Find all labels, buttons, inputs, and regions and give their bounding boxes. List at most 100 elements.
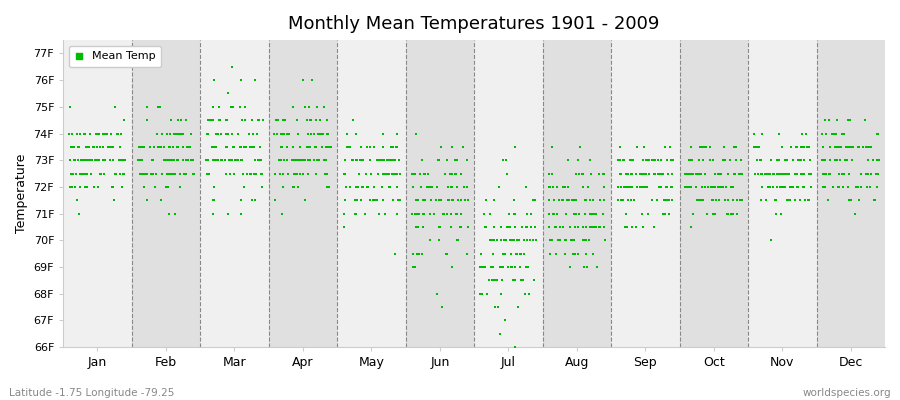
Bar — [406, 40, 474, 347]
Point — [184, 157, 199, 163]
Point — [377, 157, 392, 163]
Point — [754, 170, 769, 177]
Point — [491, 277, 505, 284]
Point — [654, 184, 669, 190]
Point — [700, 210, 715, 217]
Point — [200, 130, 214, 137]
Point — [508, 210, 522, 217]
Point — [556, 184, 571, 190]
Point — [476, 264, 491, 270]
Point — [158, 144, 172, 150]
Point — [101, 144, 115, 150]
Point — [472, 290, 487, 297]
Point — [794, 144, 808, 150]
Point — [372, 157, 386, 163]
Point — [493, 224, 508, 230]
Point — [441, 184, 455, 190]
Point — [779, 170, 794, 177]
Point — [132, 144, 147, 150]
Point — [517, 237, 531, 244]
Point — [786, 184, 800, 190]
Point — [625, 170, 639, 177]
Point — [348, 210, 363, 217]
Point — [592, 224, 607, 230]
Point — [406, 264, 420, 270]
Point — [320, 144, 335, 150]
Point — [376, 197, 391, 204]
Point — [658, 210, 672, 217]
Point — [79, 170, 94, 177]
Point — [655, 170, 670, 177]
Point — [392, 157, 407, 163]
Point — [822, 117, 836, 123]
Point — [558, 250, 572, 257]
Point — [775, 144, 789, 150]
Point — [439, 250, 454, 257]
Point — [427, 210, 441, 217]
Point — [410, 250, 424, 257]
Point — [747, 144, 761, 150]
Point — [389, 170, 403, 177]
Point — [650, 197, 664, 204]
Point — [583, 197, 598, 204]
Point — [716, 157, 730, 163]
Point — [487, 197, 501, 204]
Point — [482, 237, 497, 244]
Point — [552, 237, 566, 244]
Point — [256, 170, 270, 177]
Point — [815, 157, 830, 163]
Point — [206, 117, 220, 123]
Point — [796, 184, 811, 190]
Point — [277, 117, 292, 123]
Point — [460, 250, 474, 257]
Point — [392, 197, 406, 204]
Point — [509, 237, 524, 244]
Point — [527, 277, 542, 284]
Point — [105, 144, 120, 150]
Point — [724, 184, 738, 190]
Point — [67, 144, 81, 150]
Point — [801, 144, 815, 150]
Point — [870, 184, 885, 190]
Point — [103, 157, 117, 163]
Point — [625, 170, 639, 177]
Point — [845, 144, 859, 150]
Point — [635, 157, 650, 163]
Point — [486, 277, 500, 284]
Point — [713, 170, 727, 177]
Point — [842, 197, 857, 204]
Point — [778, 157, 792, 163]
Point — [617, 184, 632, 190]
Point — [179, 170, 194, 177]
Point — [610, 197, 625, 204]
Point — [242, 130, 256, 137]
Point — [270, 130, 284, 137]
Point — [74, 157, 88, 163]
Point — [102, 144, 116, 150]
Point — [112, 144, 127, 150]
Point — [658, 197, 672, 204]
Point — [479, 224, 493, 230]
Point — [104, 130, 118, 137]
Point — [364, 170, 378, 177]
Point — [405, 170, 419, 177]
Point — [138, 184, 152, 190]
Point — [508, 224, 522, 230]
Point — [65, 144, 79, 150]
Point — [482, 210, 497, 217]
Point — [863, 184, 878, 190]
Point — [789, 144, 804, 150]
Point — [235, 170, 249, 177]
Point — [431, 157, 446, 163]
Point — [749, 144, 763, 150]
Point — [696, 197, 710, 204]
Point — [567, 210, 581, 217]
Point — [491, 304, 506, 310]
Point — [703, 184, 717, 190]
Point — [638, 184, 652, 190]
Point — [801, 197, 815, 204]
Point — [564, 237, 579, 244]
Point — [431, 197, 446, 204]
Point — [408, 210, 422, 217]
Point — [835, 170, 850, 177]
